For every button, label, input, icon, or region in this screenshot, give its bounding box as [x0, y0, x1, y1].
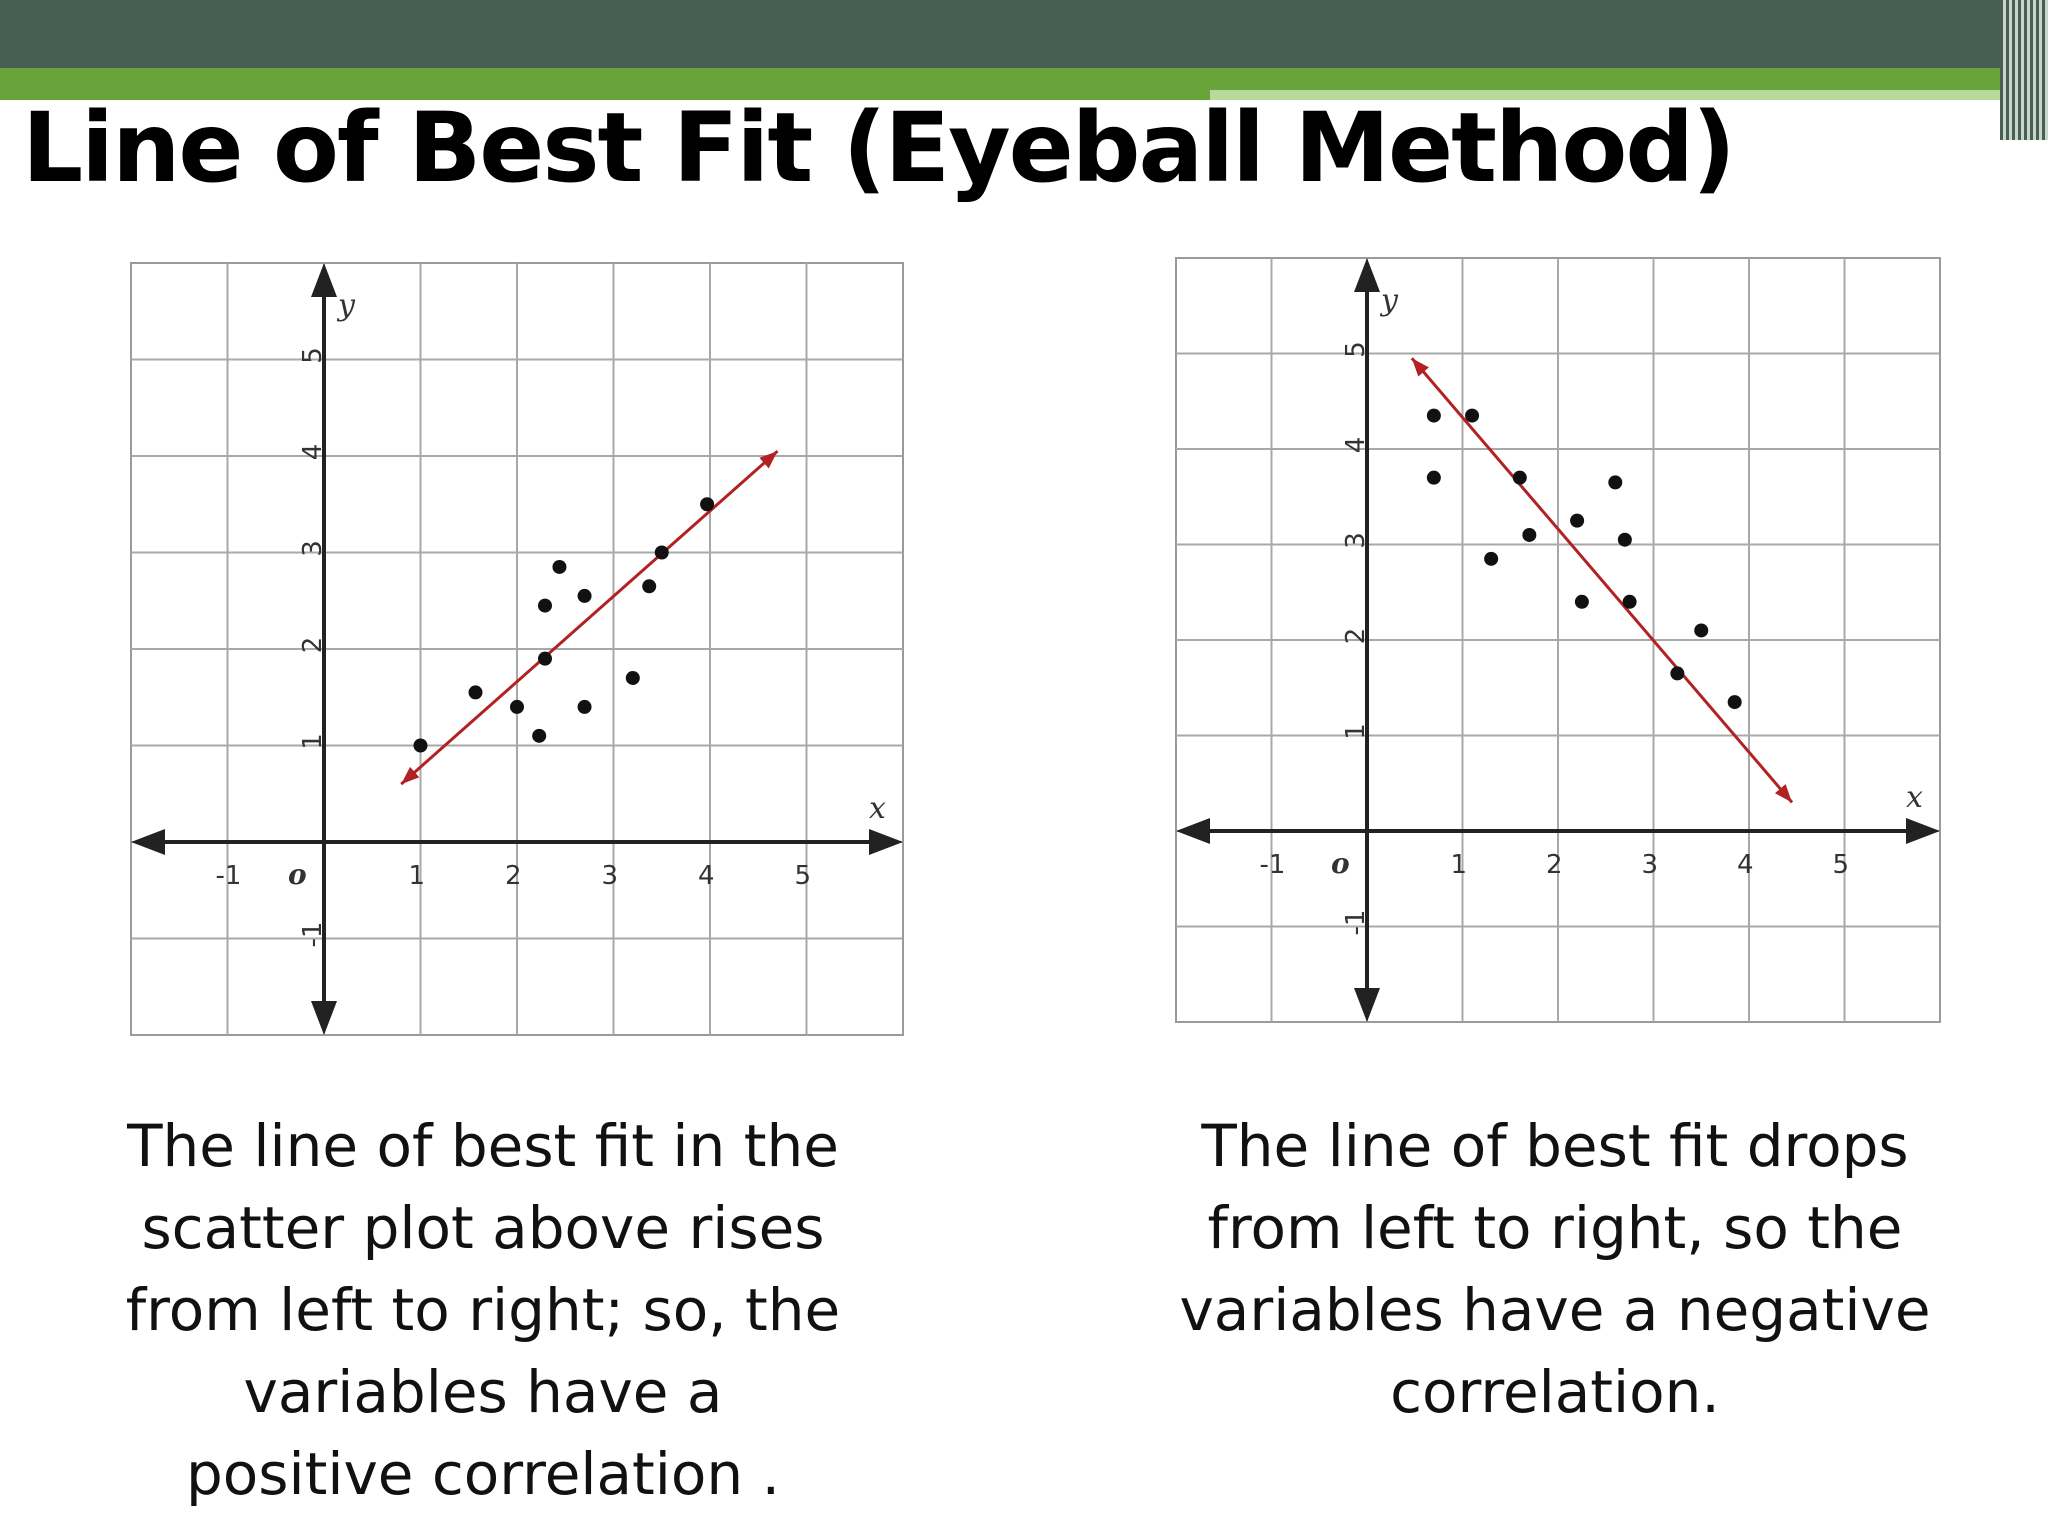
fit-line-arrow-end: [1774, 784, 1792, 803]
y-axis-arrow-down: [311, 1001, 337, 1035]
data-point: [1522, 527, 1537, 542]
x-tick-label: 5: [1833, 850, 1850, 880]
data-point: [625, 670, 640, 685]
y-tick-label: 3: [298, 540, 328, 557]
data-point: [1512, 470, 1527, 485]
header-band-dark: [0, 0, 2048, 68]
caption-line: correlation.: [1390, 1358, 1720, 1426]
data-point: [577, 588, 592, 603]
y-axis-arrow-up: [311, 263, 337, 297]
x-tick-label: 4: [1737, 850, 1754, 880]
data-point: [537, 651, 552, 666]
scatter-chart-positive: -1 1 2 3 4 5 5 4 3 2 1 -1 o x y: [130, 262, 904, 1036]
fit-line-arrow-start: [1411, 358, 1429, 377]
caption-line: The line of best fit drops: [1201, 1112, 1909, 1180]
data-point: [700, 497, 715, 512]
data-point: [1727, 695, 1742, 710]
data-point: [1617, 532, 1632, 547]
y-axis-label: y: [1379, 283, 1399, 318]
data-point: [654, 545, 669, 560]
data-point: [1694, 623, 1709, 638]
x-tick-label: 2: [505, 861, 522, 891]
data-point: [537, 598, 552, 613]
data-point: [1574, 594, 1589, 609]
x-tick-label: 5: [795, 861, 812, 891]
data-point: [510, 699, 524, 714]
caption-line: The line of best fit in the: [127, 1112, 839, 1180]
data-point: [532, 728, 547, 743]
caption-negative: The line of best fit drops from left to …: [1175, 1105, 1935, 1433]
x-tick-label: 1: [409, 861, 426, 891]
x-tick-label: 4: [698, 861, 715, 891]
header-band-green: [0, 68, 2048, 90]
caption-line: variables have a: [243, 1358, 723, 1426]
origin-label: o: [1331, 847, 1350, 880]
caption-positive: The line of best fit in the scatter plot…: [103, 1105, 863, 1515]
x-tick-label: 2: [1546, 850, 1563, 880]
caption-line: scatter plot above rises: [141, 1194, 825, 1262]
y-tick-label: -1: [1341, 910, 1371, 936]
origin-label: o: [288, 858, 307, 891]
header-band-green-lower: [0, 90, 1210, 100]
data-point: [1465, 408, 1480, 423]
y-tick-label: 2: [1341, 628, 1371, 645]
y-tick-label: 2: [298, 637, 328, 654]
x-axis-arrow-right: [869, 829, 903, 855]
data-point: [468, 685, 483, 700]
data-point: [413, 738, 428, 753]
best-fit-line: [400, 450, 779, 786]
y-tick-label: 1: [1341, 723, 1371, 740]
x-axis-arrow-right: [1906, 818, 1940, 844]
caption-line: from left to right; so, the: [125, 1276, 841, 1344]
x-axis-arrow-left: [1176, 818, 1210, 844]
x-axis-label: x: [1906, 780, 1923, 815]
x-tick-label: -1: [216, 861, 242, 891]
data-point: [1608, 475, 1623, 490]
y-tick-label: 4: [1341, 437, 1371, 454]
x-tick-label: 1: [1451, 850, 1468, 880]
data-point: [552, 559, 567, 574]
caption-line: from left to right, so the: [1207, 1194, 1903, 1262]
caption-line: variables have a negative: [1179, 1276, 1931, 1344]
y-axis-arrow-up: [1354, 258, 1380, 292]
y-tick-label: -1: [298, 922, 328, 948]
data-point: [642, 579, 657, 594]
header-band-light-green: [1210, 90, 2000, 100]
data-point: [1622, 594, 1637, 609]
fit-line-arrow-start: [401, 766, 420, 785]
y-tick-label: 5: [1341, 341, 1371, 358]
x-tick-label: -1: [1260, 850, 1286, 880]
data-point: [1670, 666, 1685, 681]
slide-title: Line of Best Fit (Eyeball Method): [22, 92, 1736, 204]
data-point: [1570, 513, 1585, 528]
header-stripes: [2000, 0, 2048, 140]
y-axis-arrow-down: [1354, 988, 1380, 1022]
data-point: [1484, 551, 1499, 566]
caption-line: positive correlation .: [185, 1440, 781, 1508]
y-axis-label: y: [336, 288, 356, 323]
y-tick-label: 1: [298, 733, 328, 750]
y-tick-label: 4: [298, 444, 328, 461]
data-point: [1426, 470, 1441, 485]
y-tick-label: 5: [298, 347, 328, 364]
fit-line-arrow-end: [759, 451, 778, 469]
data-point: [1426, 408, 1441, 423]
y-tick-label: 3: [1341, 532, 1371, 549]
best-fit-line: [1410, 357, 1794, 804]
x-tick-label: 3: [1642, 850, 1659, 880]
x-tick-label: 3: [602, 861, 619, 891]
x-axis-label: x: [869, 791, 886, 826]
header-rule: [1210, 112, 1900, 116]
scatter-chart-negative: -1 1 2 3 4 5 5 4 3 2 1 -1 o x y: [1175, 257, 1941, 1023]
x-axis-arrow-left: [131, 829, 165, 855]
data-point: [577, 699, 592, 714]
